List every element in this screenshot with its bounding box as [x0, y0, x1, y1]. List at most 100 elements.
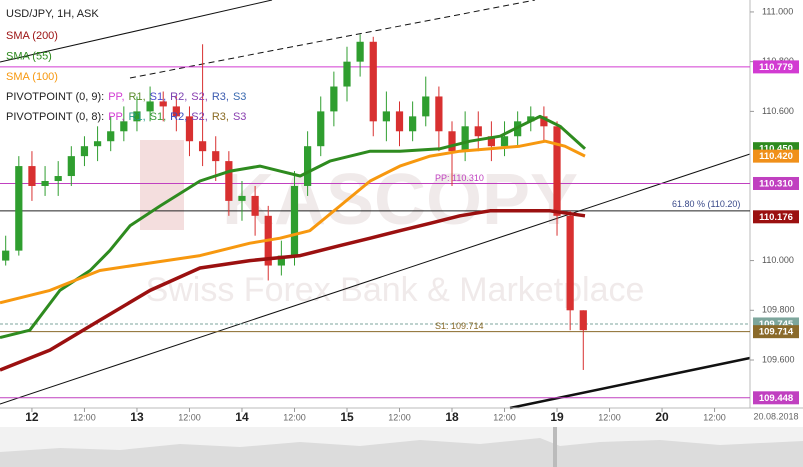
watermark-title: KASCOPY: [222, 160, 578, 240]
x-tick-label: 14: [235, 410, 249, 424]
pivot-item: R2,: [170, 91, 187, 103]
candle-body: [290, 185, 299, 256]
candle-body: [461, 126, 469, 152]
level-box: [753, 149, 799, 163]
pivot-legend: PIVOTPOINT (0, 9): PP, R1, S1, R2, S2, R3, S3: [6, 91, 246, 103]
candle-body: [343, 61, 351, 87]
pivot-label: PIVOTPOINT (0, 9):: [6, 91, 104, 103]
pivot-item: S2,: [191, 91, 208, 103]
legend-entry: SMA (55): [6, 50, 52, 62]
x-tick-label: 12:00: [178, 412, 201, 422]
pivot-item: S2,: [191, 111, 208, 123]
candle-body: [566, 215, 574, 311]
sma-line: [0, 139, 586, 305]
level-box: [753, 60, 799, 74]
level-label: 110.779: [759, 62, 793, 73]
candle-body: [422, 96, 430, 117]
candle-body: [409, 116, 417, 132]
sma-line: [0, 209, 586, 372]
fib-label: 61.80 % (110.20): [672, 199, 740, 209]
pivot-legend: PIVOTPOINT (0, 8): PP, R1, S1, R2, S2, R3, S3: [6, 111, 246, 123]
candle-body: [146, 101, 154, 112]
pivot-item: S1,: [150, 111, 167, 123]
x-tick-label: 12:00: [598, 412, 621, 422]
level-label: 110.450: [759, 144, 793, 155]
candle-body: [93, 141, 102, 147]
sma-line: [0, 114, 587, 340]
y-tick-label: 110.600: [762, 106, 794, 116]
x-tick-label: 20: [655, 410, 669, 424]
trend-line: [509, 356, 751, 410]
navigator-area: [0, 438, 803, 467]
candle-body: [579, 310, 587, 331]
trend-line: [0, 0, 273, 63]
candle-body: [212, 151, 220, 162]
candle-body: [540, 116, 548, 127]
candle-body: [500, 136, 509, 147]
candle-body: [41, 181, 49, 186]
y-tick-label: 109.800: [762, 305, 795, 315]
candle-body: [553, 126, 561, 216]
pivot-item: R3,: [212, 91, 229, 103]
candle-body: [172, 106, 180, 117]
legend-entry: SMA (200): [6, 30, 58, 42]
legend-entry: SMA (100): [6, 71, 58, 83]
level-label: 110.420: [759, 151, 793, 162]
candle-body: [159, 101, 167, 107]
pivot-item: R3,: [212, 111, 229, 123]
pivot-item: S1,: [150, 91, 167, 103]
candle-body: [225, 161, 233, 201]
candle-body: [277, 255, 285, 266]
x-tick-label: 12: [25, 410, 39, 424]
candle-body: [317, 111, 325, 147]
level-label: 110.176: [759, 212, 793, 223]
level-box: [753, 391, 799, 405]
legend-title: USD/JPY, 1H, ASK: [6, 8, 99, 20]
level-label: 110.310: [759, 179, 793, 190]
watermark: KASCOPY Swiss Forex Bank & Marketplace: [140, 140, 644, 309]
candle-body: [487, 136, 496, 147]
candle-body: [251, 195, 259, 216]
pivot-item: R1,: [129, 91, 146, 103]
candle-body: [382, 111, 390, 122]
candle-body: [198, 141, 207, 152]
candle-body: [474, 126, 482, 137]
candle-body: [133, 111, 141, 122]
candle-body: [304, 146, 312, 186]
level-label: 109.714: [759, 327, 794, 338]
trend-line: [0, 153, 751, 405]
candle-body: [107, 131, 115, 142]
y-tick-label: 109.600: [762, 354, 795, 364]
pivot-item: PP,: [108, 91, 124, 103]
x-tick-label: 13: [130, 410, 144, 424]
date-label: 20.08.2018: [753, 411, 798, 421]
navigator-handle: [553, 427, 557, 467]
candle-body: [80, 146, 89, 157]
candle-body: [28, 166, 36, 186]
candle-body: [448, 131, 456, 152]
level-box: [753, 176, 799, 190]
trend-line: [129, 0, 536, 79]
candle-body: [435, 96, 443, 132]
candle-body: [54, 176, 62, 182]
candle-body: [67, 156, 75, 177]
watermark-subtitle: Swiss Forex Bank & Marketplace: [146, 271, 645, 309]
candle-body: [185, 116, 194, 142]
pivot-item: PP,: [108, 111, 124, 123]
level-label: 109.448: [759, 393, 793, 404]
candle-body: [330, 86, 338, 112]
candle-body: [2, 250, 10, 261]
x-tick-label: 12:00: [493, 412, 516, 422]
candle-body: [120, 121, 128, 132]
pivot-item: R2,: [170, 111, 187, 123]
candle-body: [527, 116, 535, 122]
pivot-item: S3: [233, 91, 246, 103]
pivot-label: PIVOTPOINT (0, 8):: [6, 111, 104, 123]
x-tick-label: 12:00: [703, 412, 726, 422]
candle-body: [238, 195, 246, 201]
x-tick-label: 12:00: [283, 412, 306, 422]
candle-body: [369, 41, 377, 122]
x-tick-label: 12:00: [73, 412, 96, 422]
